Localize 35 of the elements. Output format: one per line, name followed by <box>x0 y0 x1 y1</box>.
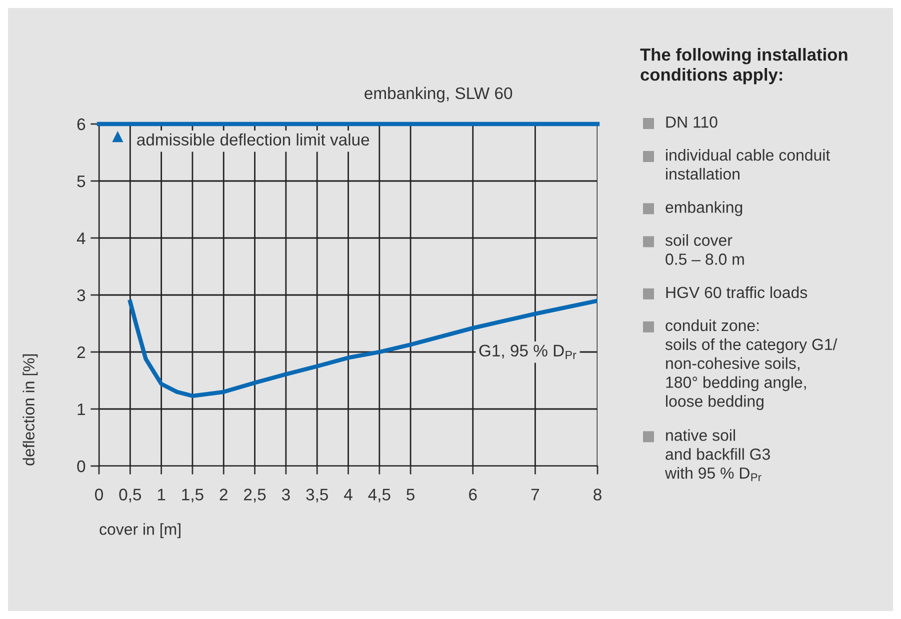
y-tick-label: 0 <box>77 460 86 472</box>
x-axis-title: cover in [m] <box>100 523 180 538</box>
x-tick-label: 6 <box>469 488 477 500</box>
y-axis-title: deflection in [%] <box>22 354 38 466</box>
series-label: G1, 95 % D$_{Pr}$ <box>479 344 576 360</box>
text: DN 110 <box>666 116 718 128</box>
y-tick-label: 2 <box>77 346 85 358</box>
line-series <box>128 298 598 398</box>
y-tick-label: 6 <box>77 118 86 130</box>
y-tick-label: 4 <box>76 232 86 244</box>
text: embanking <box>666 201 742 216</box>
text: soil cover 0.5 – 8.0 m <box>665 234 744 265</box>
x-tick-label: 7 <box>531 488 539 500</box>
x-tick-label: 8 <box>594 488 602 500</box>
y-tick-label: 1 <box>78 404 85 416</box>
y-tick-label: 3 <box>77 289 86 302</box>
text: The following installation conditions apply: <box>640 48 848 84</box>
x-tick-label: 3,5 <box>306 488 328 502</box>
x-tick-label: 4,5 <box>368 488 390 502</box>
x-tick-label: 5 <box>406 488 414 500</box>
x-tick-label: 1,5 <box>182 488 204 502</box>
legend-label: admissible deflection limit value <box>137 133 370 146</box>
x-tick-label: 3 <box>282 488 290 500</box>
x-tick-label: 0,5 <box>119 488 142 502</box>
x-tick-label: 0 <box>95 488 103 500</box>
x-tick-label: 4 <box>344 488 352 500</box>
x-tick-label: 1 <box>158 488 166 500</box>
text: conduit zone: soils of the category G1/ non-cohesive soils, 180° bedding angle, loose bedding <box>665 319 838 410</box>
chart-title: embanking, SLW 60 <box>364 86 512 102</box>
text: HGV 60 traffic loads <box>666 286 808 298</box>
y-tick-label: 5 <box>77 176 86 188</box>
x-tick-label: 2 <box>220 488 228 500</box>
x-tick-label: 2,5 <box>244 488 266 502</box>
text: native soil and backfill G3 with 95 % D$_{Pr}$ <box>664 429 770 482</box>
text: individual cable conduit installation <box>666 149 830 180</box>
